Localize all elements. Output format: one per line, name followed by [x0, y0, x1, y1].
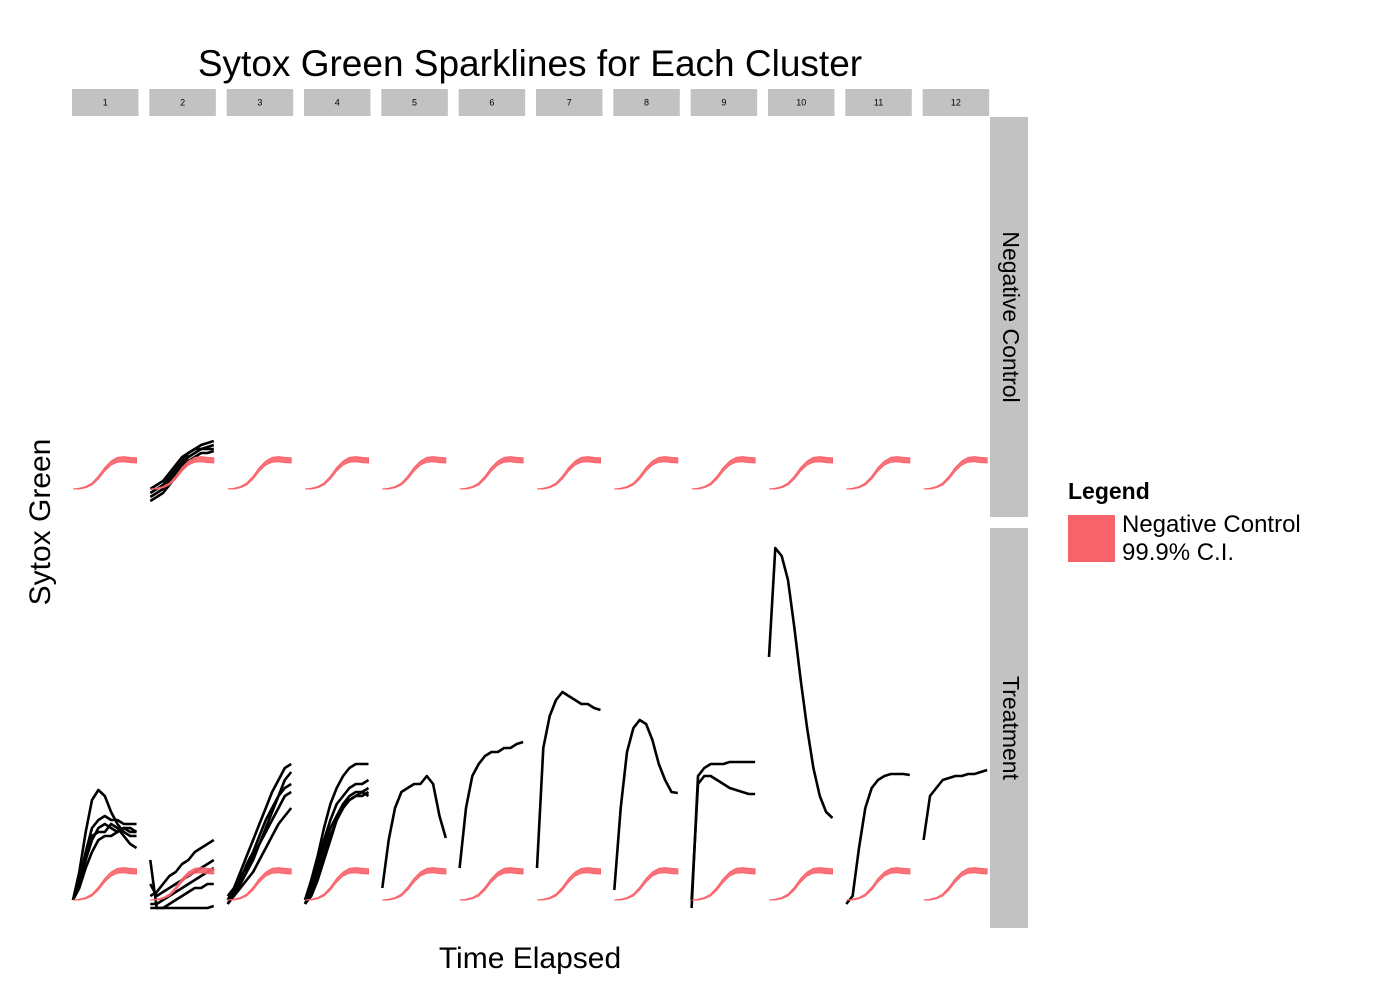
column-strip — [149, 89, 216, 116]
control-band — [768, 456, 833, 490]
series-line — [303, 786, 370, 905]
chart-title: Sytox Green Sparklines for Each Cluster — [198, 43, 862, 84]
control-band — [382, 867, 447, 901]
control-band — [691, 456, 756, 490]
control-band — [768, 867, 833, 901]
column-strip-label: 2 — [180, 97, 185, 107]
control-band — [923, 456, 988, 490]
row-strip-label: Treatment — [998, 676, 1024, 781]
control-band — [382, 456, 447, 490]
column-strip — [845, 89, 912, 116]
control-band — [846, 456, 911, 490]
series-line — [149, 447, 214, 491]
control-band — [923, 867, 988, 901]
series-line — [303, 790, 370, 905]
column-strip-label: 9 — [721, 97, 726, 107]
column-strip — [690, 89, 758, 116]
column-strip — [767, 89, 835, 116]
series-line — [767, 546, 834, 819]
x-axis-label: Time Elapsed — [439, 942, 621, 975]
column-strip-label: 8 — [644, 97, 649, 107]
series-line — [922, 768, 988, 841]
column-strip-label: 1 — [103, 97, 108, 107]
series-line — [458, 740, 524, 869]
control-band — [691, 867, 756, 901]
series-line — [149, 439, 215, 495]
control-band — [846, 867, 911, 901]
control-band — [536, 456, 601, 490]
column-strip-label: 5 — [412, 97, 417, 107]
column-strip-label: 12 — [951, 97, 961, 107]
series-line — [150, 866, 215, 906]
column-strip — [303, 89, 371, 116]
series-line — [690, 774, 756, 901]
series-line — [71, 788, 137, 901]
control-band — [304, 456, 369, 490]
control-band — [614, 867, 679, 901]
series-line — [613, 718, 679, 891]
row-strip — [990, 117, 1028, 517]
column-strip-label: 4 — [335, 97, 340, 107]
column-strip-label: 10 — [796, 97, 806, 107]
legend-label: Negative Control 99.9% C.I. — [1122, 511, 1301, 566]
column-strip — [535, 89, 603, 116]
control-band — [536, 867, 601, 901]
series-line — [71, 822, 138, 901]
column-strip — [226, 89, 294, 116]
control-band — [459, 867, 524, 901]
series-line — [303, 790, 370, 901]
legend-title: Legend — [1068, 478, 1150, 504]
control-band — [72, 456, 137, 490]
column-strip — [613, 89, 680, 116]
series-line — [535, 690, 601, 869]
control-band — [459, 456, 524, 490]
series-line — [303, 762, 369, 901]
column-strip-label: 6 — [489, 97, 494, 107]
column-strip — [381, 89, 448, 116]
control-band — [304, 867, 369, 901]
legend-swatch — [1068, 515, 1115, 562]
column-strip-label: 3 — [257, 97, 262, 107]
series-line — [71, 826, 137, 901]
control-band — [227, 456, 292, 490]
column-strip — [72, 89, 139, 116]
series-line — [381, 774, 448, 889]
series-line — [226, 771, 293, 905]
series-line — [845, 772, 911, 905]
control-band — [72, 867, 137, 901]
column-strip — [922, 89, 990, 116]
y-axis-label: Sytox Green — [24, 439, 57, 606]
row-strip-label: Negative Control — [998, 231, 1024, 402]
control-band — [614, 456, 679, 490]
control-band — [227, 867, 292, 901]
control-band — [150, 456, 215, 490]
column-strip-label: 11 — [874, 97, 883, 107]
series-line — [150, 904, 215, 910]
series-line — [149, 838, 215, 898]
column-strip-label: 7 — [567, 97, 572, 107]
control-band — [150, 867, 215, 901]
column-strip — [458, 89, 526, 116]
row-strip — [990, 528, 1028, 928]
series-line — [690, 760, 756, 909]
